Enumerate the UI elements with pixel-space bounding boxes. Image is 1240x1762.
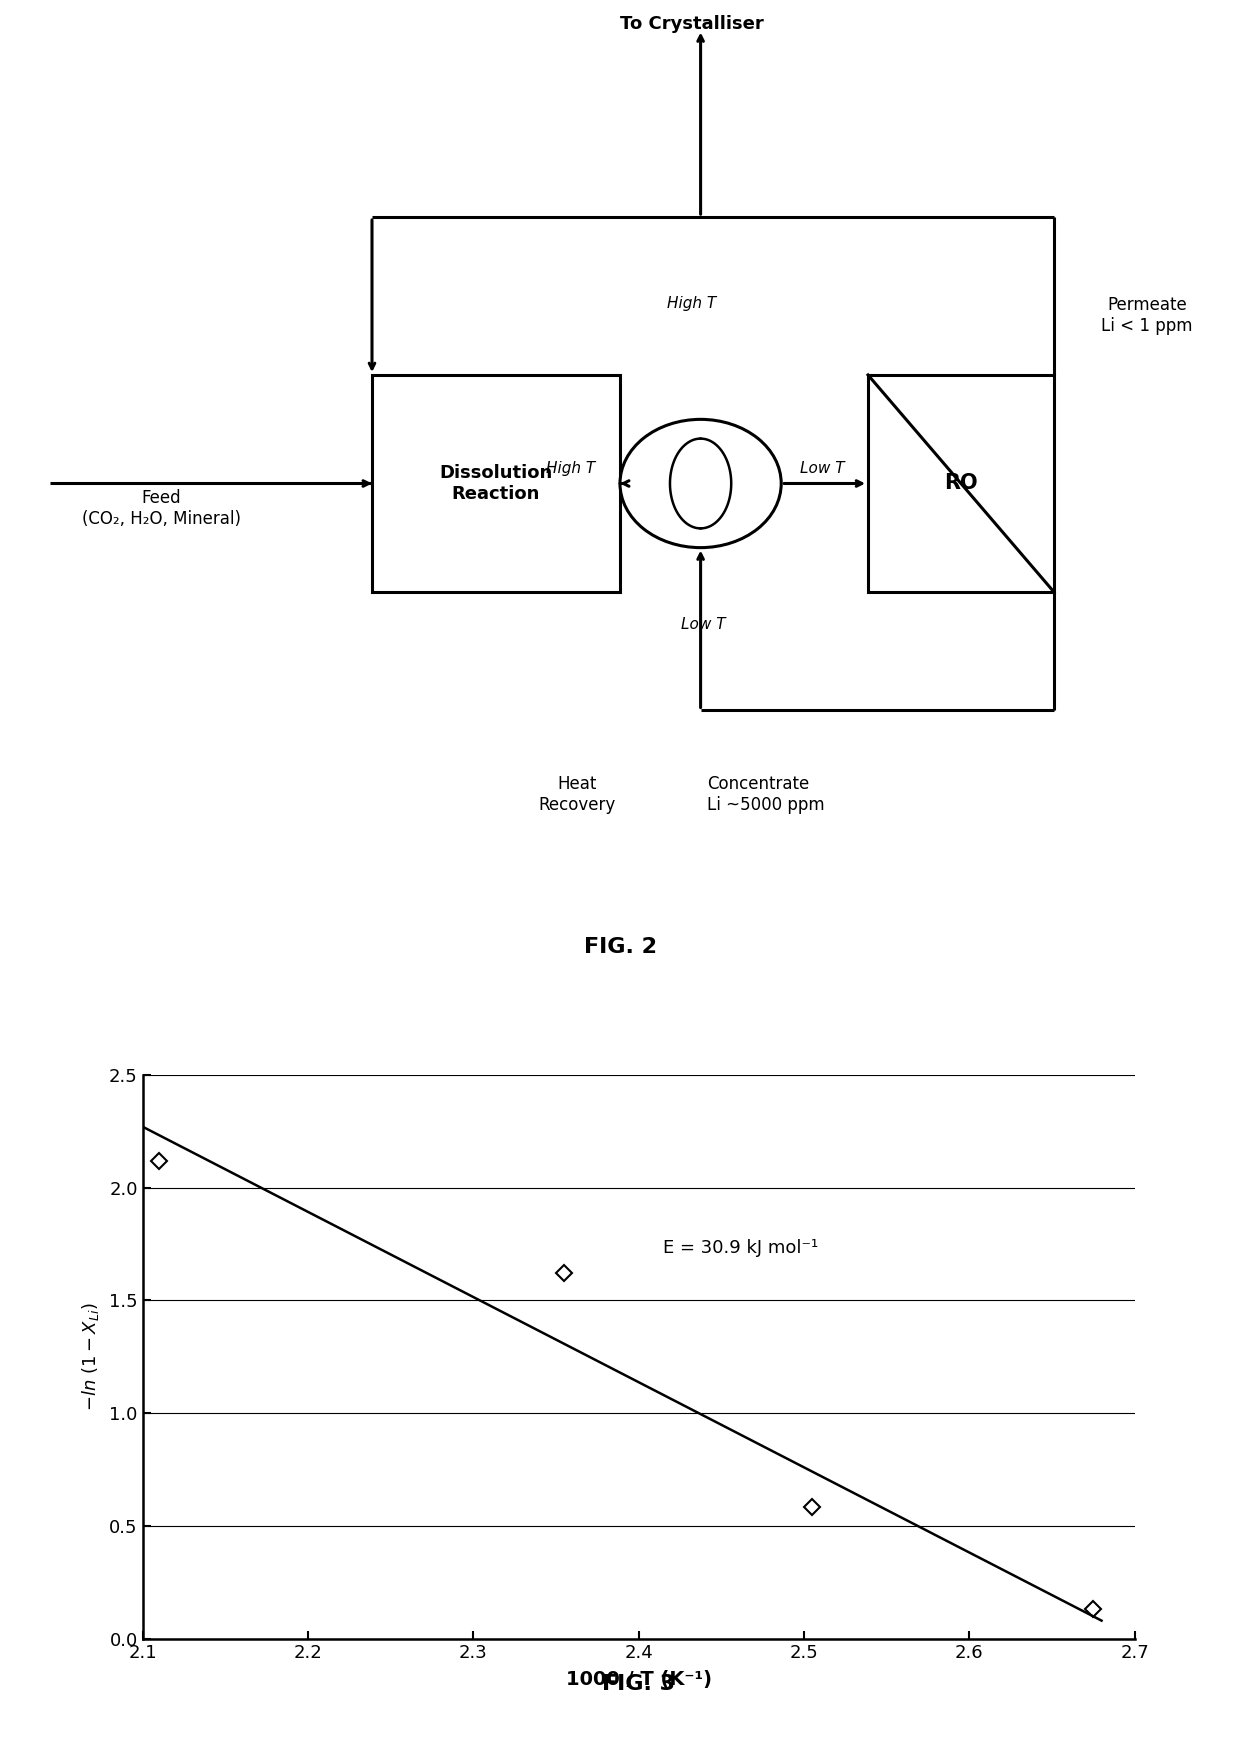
Text: E = 30.9 kJ mol⁻¹: E = 30.9 kJ mol⁻¹ (663, 1239, 818, 1258)
Bar (372, 375, 620, 592)
Text: Concentrate
Li ~5000 ppm: Concentrate Li ~5000 ppm (707, 775, 825, 814)
X-axis label: 1000 / T (K⁻¹): 1000 / T (K⁻¹) (565, 1670, 712, 1688)
Text: High T: High T (546, 462, 595, 476)
Text: Low T: Low T (681, 617, 725, 633)
Text: Low T: Low T (800, 462, 844, 476)
Text: Heat
Recovery: Heat Recovery (538, 775, 615, 814)
Text: Dissolution
Reaction: Dissolution Reaction (439, 463, 553, 502)
Text: Feed
(CO₂, H₂O, Mineral): Feed (CO₂, H₂O, Mineral) (82, 488, 241, 527)
Y-axis label: $-ln\ (1 - X_{Li})$: $-ln\ (1 - X_{Li})$ (79, 1302, 100, 1411)
Bar (868, 375, 1054, 592)
Circle shape (620, 419, 781, 548)
Text: Permeate
Li < 1 ppm: Permeate Li < 1 ppm (1101, 296, 1193, 335)
Text: To Crystalliser: To Crystalliser (620, 14, 764, 33)
Text: FIG. 2: FIG. 2 (584, 937, 656, 957)
Text: RO: RO (944, 474, 978, 493)
Text: FIG. 3: FIG. 3 (603, 1674, 675, 1695)
Text: High T: High T (667, 296, 717, 310)
